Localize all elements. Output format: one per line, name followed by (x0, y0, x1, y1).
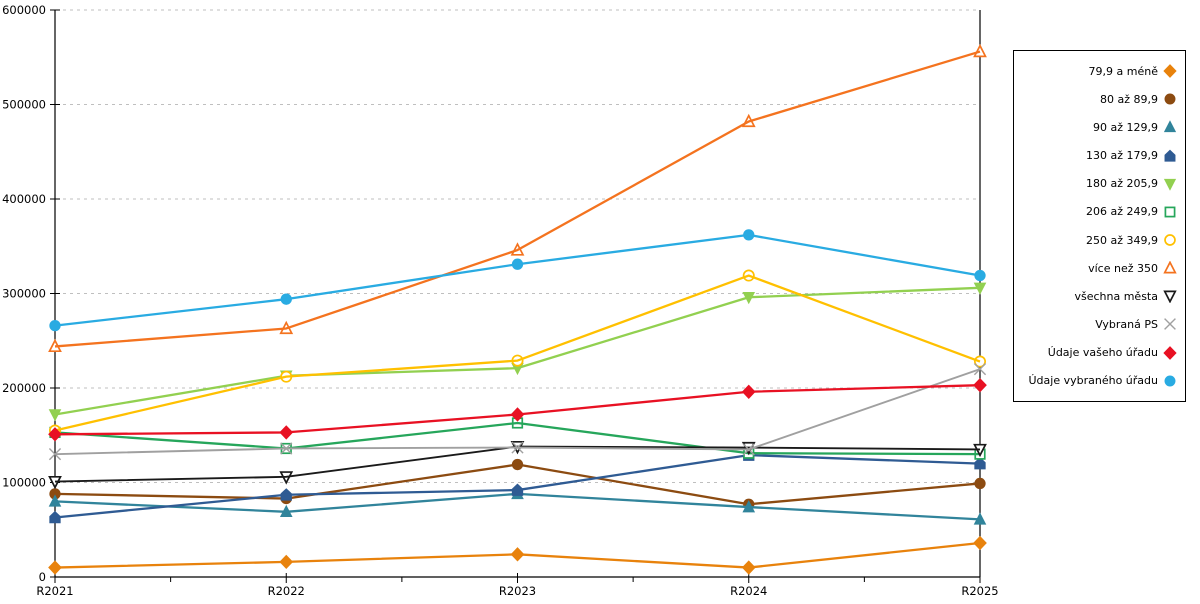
series-line (54, 286, 981, 416)
legend-item-130-a-179-9: 130 až 179,9 (1018, 144, 1177, 168)
legend-label: Vybraná PS (1095, 317, 1158, 331)
series-line (54, 274, 981, 432)
legend-label: 206 až 249,9 (1086, 205, 1158, 219)
legend-item-v-ce-ne-350: více než 350 (1018, 256, 1177, 280)
legend-label: 130 až 179,9 (1086, 149, 1158, 163)
x-axis-tick-label: R2025 (961, 584, 998, 598)
legend-item-206-a-249-9: 206 až 249,9 (1018, 200, 1177, 224)
x-axis-tick-label: R2021 (36, 584, 73, 598)
triangle-up-marker-icon (1163, 261, 1177, 274)
y-axis-tick-label: 600000 (2, 3, 46, 17)
legend-label: 79,9 a méně (1088, 64, 1158, 78)
y-axis-tick-label: 400000 (2, 192, 46, 206)
legend-item-daje-vybran-ho-adu: Údaje vybraného úřadu (1018, 369, 1177, 393)
x-axis-tick-label: R2024 (730, 584, 767, 598)
x-axis-tick-label: R2023 (499, 584, 536, 598)
series-line (54, 463, 981, 506)
y-axis-tick-label: 200000 (2, 381, 46, 395)
y-axis-tick-label: 100000 (2, 476, 46, 490)
x-marker-icon (1164, 318, 1176, 331)
legend-item-250-a-349-9: 250 až 349,9 (1018, 228, 1177, 252)
series-line (54, 233, 981, 327)
square-marker-icon (1164, 206, 1176, 218)
legend-label: více než 350 (1088, 261, 1158, 275)
legend-item-vybran-ps: Vybraná PS (1018, 312, 1177, 336)
data-point (48, 409, 62, 422)
diamond-marker-icon (1163, 345, 1177, 360)
circle-marker-icon (1164, 375, 1176, 387)
diamond-marker-icon (1163, 64, 1177, 79)
series-line (54, 421, 981, 456)
legend-label: Údaje vašeho úřadu (1047, 346, 1158, 360)
data-point (973, 43, 987, 58)
series-line (54, 453, 981, 519)
legend-label: všechna města (1074, 289, 1158, 303)
legend-item-daje-va-eho-adu: Údaje vašeho úřadu (1018, 341, 1177, 365)
legend-label: 80 až 89,9 (1100, 92, 1158, 106)
series-line (54, 50, 981, 348)
series-line (54, 368, 981, 456)
triangle-up-marker-icon (1163, 120, 1177, 133)
legend-label: Údaje vybraného úřadu (1028, 374, 1159, 388)
y-axis-tick-label: 0 (39, 570, 46, 584)
y-axis-tick-label: 500000 (2, 98, 46, 112)
legend-label: 90 až 129,9 (1093, 120, 1158, 134)
chart-legend: 79,9 a méně 80 až 89,9 90 až 129,9 130 až 1… (1013, 50, 1186, 402)
legend-item-v-echna-m-sta: všechna města (1018, 284, 1177, 308)
y-axis-tick-label: 300000 (2, 287, 46, 301)
triangle-down-marker-icon (1163, 290, 1177, 304)
pentagon-marker-icon (1164, 149, 1176, 162)
series-line (54, 541, 981, 569)
legend-item-90-a-129-9: 90 až 129,9 (1018, 115, 1177, 139)
legend-label: 250 až 349,9 (1086, 233, 1158, 247)
triangle-down-marker-icon (1163, 178, 1177, 191)
circle-marker-icon (1164, 234, 1176, 246)
legend-item-180-a-205-9: 180 až 205,9 (1018, 172, 1177, 196)
series-line (54, 384, 981, 436)
circle-marker-icon (1164, 93, 1176, 105)
legend-item-79-9-a-m-n: 79,9 a méně (1018, 59, 1177, 83)
legend-label: 180 až 205,9 (1086, 177, 1158, 191)
legend-item-80-a-89-9: 80 až 89,9 (1018, 87, 1177, 111)
x-axis-tick-label: R2022 (268, 584, 305, 598)
